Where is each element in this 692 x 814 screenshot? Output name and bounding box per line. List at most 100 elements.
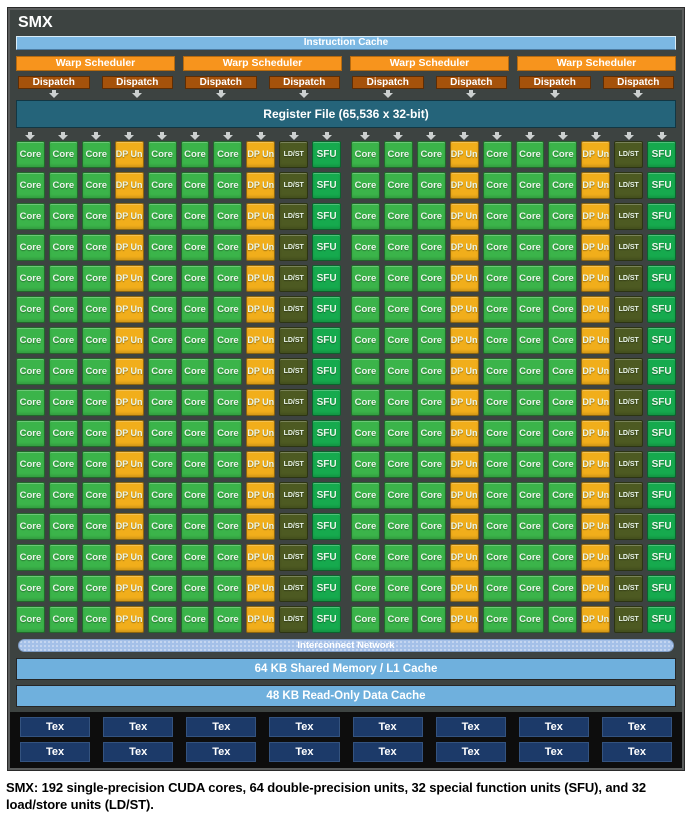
dispatch-unit: Dispatch — [435, 76, 507, 98]
core-cell: Core — [81, 327, 111, 354]
dispatch-unit: Dispatch — [185, 76, 257, 98]
sfu-cell: SFU — [647, 420, 677, 447]
dp-unit-cell: DP Unit — [246, 203, 276, 230]
core-cell: Core — [351, 606, 380, 633]
dispatch-row: Dispatch Dispatch — [16, 76, 175, 98]
core-cell: Core — [180, 544, 210, 571]
down-arrow-icon — [632, 90, 644, 98]
core-cell: Core — [416, 575, 446, 602]
core-cell: Core — [16, 203, 45, 230]
dp-unit-cell: DP Unit — [581, 606, 611, 633]
core-cell: Core — [48, 575, 78, 602]
core-cell: Core — [180, 141, 210, 168]
dp-unit-cell: DP Unit — [246, 172, 276, 199]
core-cell: Core — [16, 358, 45, 385]
dp-unit-cell: DP Unit — [114, 141, 144, 168]
dp-unit-cell: DP Unit — [449, 296, 479, 323]
core-cell: Core — [147, 141, 177, 168]
core-cell: Core — [81, 234, 111, 261]
tex-cell: Tex — [20, 717, 91, 737]
dp-unit-cell: DP Unit — [449, 575, 479, 602]
core-cell: Core — [147, 575, 177, 602]
sfu-cell: SFU — [312, 606, 342, 633]
core-cell: Core — [213, 234, 243, 261]
ld-st-cell: LD/ST — [614, 482, 644, 509]
core-cell: Core — [548, 172, 578, 199]
dispatch-row: Dispatch Dispatch — [183, 76, 342, 98]
core-cell: Core — [515, 544, 545, 571]
sfu-cell: SFU — [312, 358, 342, 385]
sfu-cell: SFU — [647, 513, 677, 540]
tex-cell: Tex — [352, 717, 423, 737]
core-cell: Core — [213, 203, 243, 230]
dp-unit-cell: DP Unit — [581, 296, 611, 323]
grid-arrow-row — [16, 131, 676, 140]
core-cell: Core — [482, 172, 512, 199]
ld-st-cell: LD/ST — [279, 327, 309, 354]
core-cell: Core — [548, 234, 578, 261]
core-cell: Core — [482, 575, 512, 602]
core-cell: Core — [482, 451, 512, 478]
core-cell: Core — [81, 141, 111, 168]
sfu-cell: SFU — [647, 141, 677, 168]
grid-arrow-cell — [516, 131, 545, 140]
core-cell: Core — [147, 544, 177, 571]
core-cell: Core — [213, 606, 243, 633]
core-cell: Core — [548, 358, 578, 385]
core-cell: Core — [416, 172, 446, 199]
down-arrow-icon — [24, 132, 36, 140]
core-cell: Core — [16, 513, 45, 540]
core-cell: Core — [548, 296, 578, 323]
dp-unit-cell: DP Unit — [449, 265, 479, 292]
warp-scheduler-group: Warp Scheduler Dispatch Dispatch — [16, 56, 175, 98]
core-cell: Core — [383, 358, 413, 385]
core-cell: Core — [383, 482, 413, 509]
ld-st-cell: LD/ST — [614, 296, 644, 323]
core-cell: Core — [515, 513, 545, 540]
dispatch-bar: Dispatch — [185, 76, 257, 89]
dp-unit-cell: DP Unit — [581, 265, 611, 292]
dp-unit-cell: DP Unit — [114, 451, 144, 478]
core-cell: Core — [383, 265, 413, 292]
core-cell: Core — [482, 389, 512, 416]
core-cell: Core — [213, 513, 243, 540]
grid-arrow-cell — [614, 131, 643, 140]
ld-st-cell: LD/ST — [279, 358, 309, 385]
ld-st-cell: LD/ST — [614, 141, 644, 168]
dp-unit-cell: DP Unit — [114, 389, 144, 416]
dp-unit-cell: DP Unit — [246, 451, 276, 478]
core-cell: Core — [147, 327, 177, 354]
core-cell: Core — [416, 234, 446, 261]
dp-unit-cell: DP Unit — [449, 141, 479, 168]
core-cell: Core — [147, 296, 177, 323]
core-cell: Core — [383, 513, 413, 540]
core-cell: Core — [180, 172, 210, 199]
down-arrow-icon — [57, 132, 69, 140]
tex-cell: Tex — [352, 742, 423, 762]
dp-unit-cell: DP Unit — [114, 575, 144, 602]
sfu-cell: SFU — [647, 358, 677, 385]
sfu-cell: SFU — [647, 172, 677, 199]
core-cell: Core — [16, 451, 45, 478]
tex-unit-band: Tex Tex Tex Tex Tex Tex Tex Tex Tex Tex Tex Tex Tex T… — [10, 712, 682, 768]
dp-unit-cell: DP Unit — [114, 513, 144, 540]
core-cell: Core — [351, 420, 380, 447]
core-cell: Core — [351, 482, 380, 509]
grid-arrow-half — [351, 131, 676, 140]
ld-st-cell: LD/ST — [279, 203, 309, 230]
down-arrow-icon — [90, 132, 102, 140]
sfu-cell: SFU — [312, 265, 342, 292]
core-cell: Core — [48, 358, 78, 385]
dp-unit-cell: DP Unit — [114, 544, 144, 571]
tex-cell: Tex — [103, 742, 174, 762]
